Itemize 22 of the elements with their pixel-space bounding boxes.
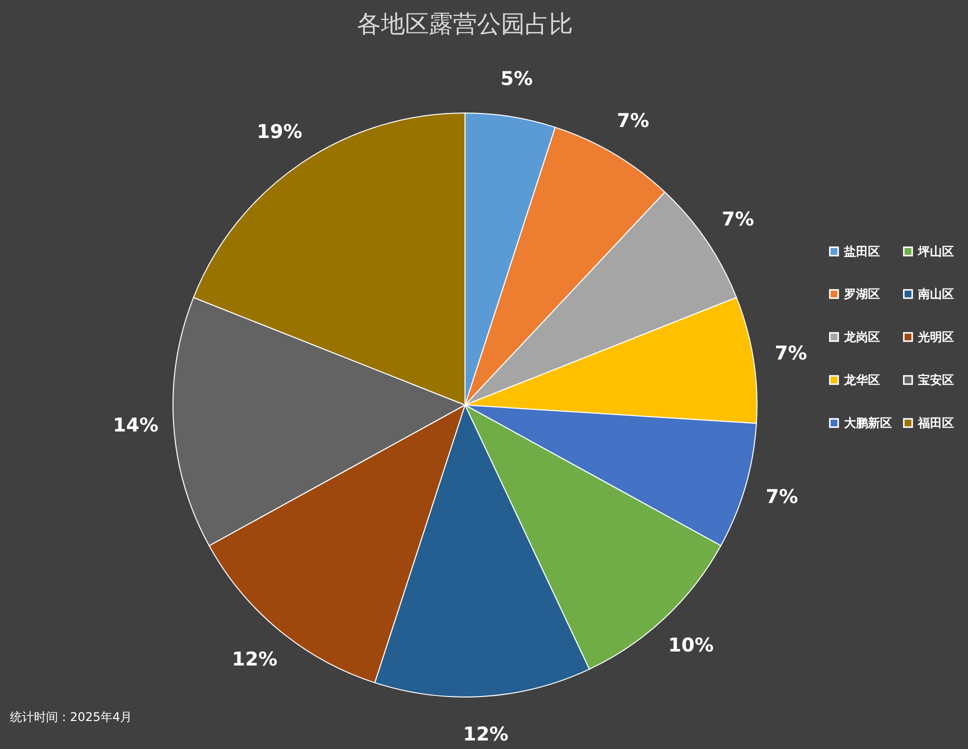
legend-label: 龙岗区 <box>843 330 880 344</box>
legend-label: 盐田区 <box>843 244 880 258</box>
data-label: 10% <box>668 634 714 657</box>
data-label: 7% <box>774 342 808 364</box>
legend-label: 罗湖区 <box>843 287 880 301</box>
data-label: 7% <box>766 486 798 508</box>
legend-label: 光明区 <box>917 330 954 344</box>
data-label: 19% <box>256 121 302 144</box>
data-label: 7% <box>722 208 754 231</box>
legend-label: 南山区 <box>917 287 954 301</box>
data-label: 7% <box>616 110 650 132</box>
chart-title: 各地区露营公园占比 <box>357 10 573 38</box>
data-label: 12% <box>462 723 508 746</box>
legend-label: 龙华区 <box>843 373 880 387</box>
legend-label: 宝安区 <box>918 373 954 387</box>
legend-label: 大鹏新区 <box>844 416 892 430</box>
legend-label: 坪山区 <box>917 244 954 258</box>
legend-label: 福田区 <box>917 416 954 430</box>
text: 统计时间：2025年4月 <box>10 710 132 724</box>
data-label: 14% <box>112 414 158 437</box>
data-label: 5% <box>500 68 533 90</box>
data-label: 12% <box>232 648 278 670</box>
